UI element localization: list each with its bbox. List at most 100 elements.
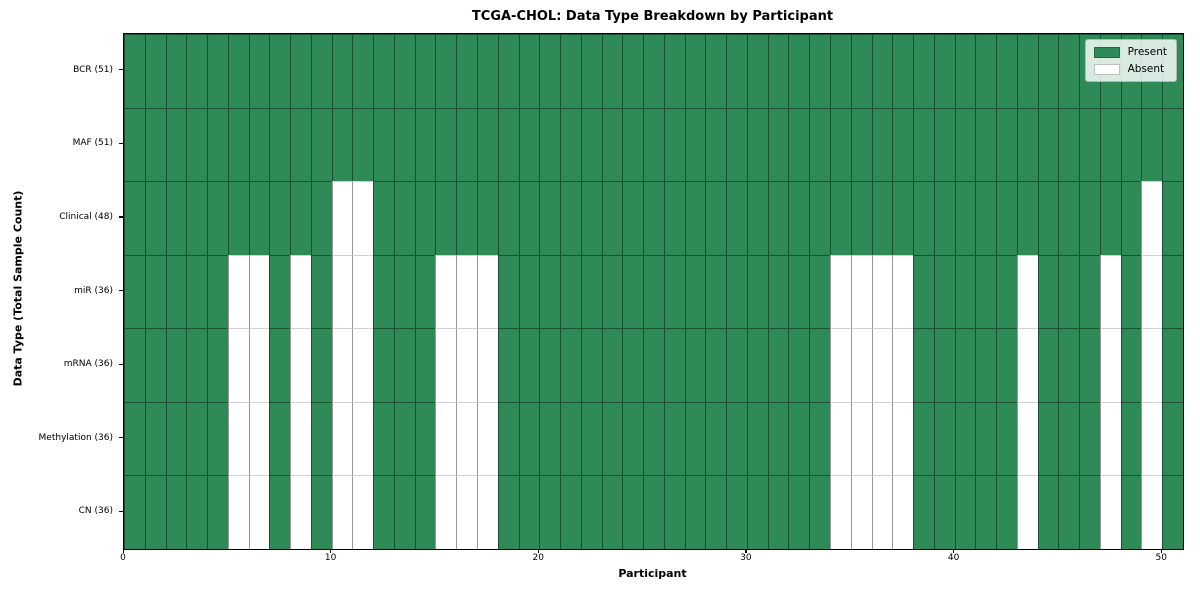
heatmap-cell [1058,328,1080,402]
y-tick-mark [119,69,123,71]
heatmap-cell [643,475,664,549]
heatmap-cell [560,181,581,255]
heatmap-cell [913,107,934,182]
legend-entry: Present [1093,46,1167,58]
heatmap-cell [1162,181,1183,255]
heatmap-cell [373,328,394,402]
heatmap-cell [186,475,208,549]
heatmap-cell [124,475,145,549]
heatmap-cell [850,107,872,182]
x-tick-mark [1160,549,1162,553]
heatmap-cell [456,34,477,108]
heatmap-cell [124,181,145,255]
heatmap-cell [207,475,228,549]
heatmap-cell [705,475,727,549]
heatmap-cell [124,328,145,402]
x-tick-mark [953,549,955,553]
heatmap-cell [1099,254,1121,329]
heatmap-cell [352,254,374,329]
heatmap-cell [560,401,581,476]
heatmap-cell [248,254,270,329]
heatmap-cell [290,475,311,549]
x-tick-mark [537,549,539,553]
heatmap-cell [933,401,955,476]
heatmap-cell [165,181,187,255]
x-tick-label: 40 [947,553,960,563]
heatmap-cell [269,107,291,182]
y-tick-mark [119,437,123,439]
heatmap-cell [850,254,872,329]
heatmap-cell [414,181,436,255]
heatmap-cell [1162,475,1183,549]
heatmap-cell [518,401,540,476]
heatmap-cell [539,107,561,182]
heatmap-cell [913,328,934,402]
heatmap-cell [269,328,291,402]
heatmap-cell [124,107,145,182]
y-tick-label: miR (36) [74,285,113,296]
heatmap-cell [975,254,997,329]
heatmap-cell [767,475,789,549]
legend-swatch-icon [1093,46,1120,58]
heatmap-cell [767,401,789,476]
heatmap-cell [996,475,1017,549]
heatmap-cell [1016,181,1038,255]
heatmap-cell [663,328,685,402]
chart-title: TCGA-CHOL: Data Type Breakdown by Partic… [471,9,834,24]
heatmap-cell [560,34,581,108]
heatmap-cell [850,181,872,255]
heatmap-cell [352,181,374,255]
heatmap-cell [373,401,394,476]
heatmap-cell [456,401,477,476]
heatmap-cell [248,34,270,108]
heatmap-cell [996,328,1017,402]
heatmap-cell [1079,328,1100,402]
heatmap-cell [622,254,644,329]
heatmap-cell [684,107,706,182]
heatmap-cell [809,475,830,549]
heatmap-cell [788,34,810,108]
heatmap-cell [1079,401,1100,476]
heatmap-cell [643,401,664,476]
x-tick-label: 50 [1155,553,1167,563]
heatmap-cell [788,107,810,182]
heatmap-cell [435,328,457,402]
heatmap-cell [1141,475,1163,549]
heatmap-cell [705,181,727,255]
heatmap-cell [165,475,187,549]
heatmap-cell [726,107,747,182]
heatmap-cell [622,401,644,476]
legend-label: Present [1127,46,1167,58]
heatmap-cell [352,34,374,108]
heatmap-cell [871,254,893,329]
heatmap-cell [539,475,561,549]
heatmap-cell [1058,181,1080,255]
heatmap-cell [684,34,706,108]
heatmap-cell [601,401,623,476]
heatmap-cell [1037,401,1059,476]
heatmap-grid [124,34,1183,549]
heatmap-cell [871,475,893,549]
heatmap-cell [207,34,228,108]
legend-swatch-icon [1093,63,1120,75]
heatmap-cell [580,181,602,255]
heatmap-cell [144,401,166,476]
heatmap-cell [393,107,415,182]
heatmap-cell [414,328,436,402]
heatmap-cell [1162,254,1183,329]
heatmap-cell [518,107,540,182]
heatmap-cell [1037,254,1059,329]
heatmap-cell [476,475,498,549]
heatmap-cell [746,181,768,255]
heatmap-cell [1099,107,1121,182]
heatmap-cell [809,107,830,182]
heatmap-cell [809,401,830,476]
heatmap-cell [726,401,747,476]
heatmap-cell [1162,107,1183,182]
heatmap-cell [310,181,332,255]
heatmap-cell [497,254,519,329]
heatmap-cell [705,328,727,402]
heatmap-cell [684,181,706,255]
heatmap-cell [726,254,747,329]
x-tick-mark [330,549,332,553]
